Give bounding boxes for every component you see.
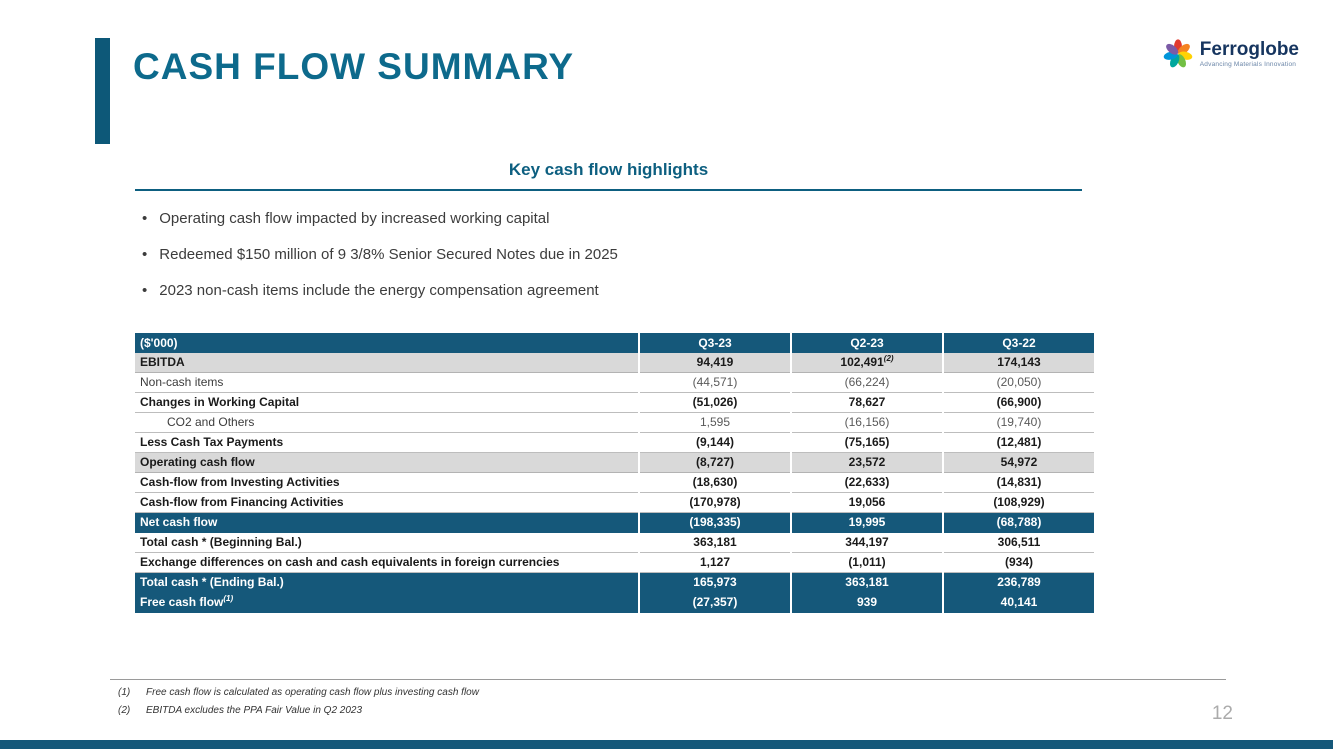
row-value: (27,357) <box>640 593 790 613</box>
row-label: Cash-flow from Investing Activities <box>135 473 638 493</box>
column-header: ($'000) <box>135 333 638 353</box>
row-value: 102,491(2) <box>792 353 942 373</box>
row-value: (12,481) <box>944 433 1094 453</box>
table-row: Cash-flow from Financing Activities (170,… <box>135 493 1094 513</box>
row-value: 363,181 <box>640 533 790 553</box>
row-value: (16,156) <box>792 413 942 433</box>
title-accent-bar <box>95 38 110 144</box>
bullet-item: Redeemed $150 million of 9 3/8% Senior S… <box>142 246 618 263</box>
row-label: Total cash * (Ending Bal.) <box>135 573 638 593</box>
row-value: (19,740) <box>944 413 1094 433</box>
row-label: Less Cash Tax Payments <box>135 433 638 453</box>
row-value: (68,788) <box>944 513 1094 533</box>
footnote-number: (1) <box>118 687 131 698</box>
table-header-row: ($'000) Q3-23 Q2-23 Q3-22 <box>135 333 1094 353</box>
row-value: (934) <box>944 553 1094 573</box>
row-value: 306,511 <box>944 533 1094 553</box>
footnote-divider <box>110 679 1226 680</box>
table-row: Cash-flow from Investing Activities (18,6… <box>135 473 1094 493</box>
row-value: (198,335) <box>640 513 790 533</box>
table-row: Total cash * (Beginning Bal.) 363,181 344,… <box>135 533 1094 553</box>
row-value: 78,627 <box>792 393 942 413</box>
row-value: 40,141 <box>944 593 1094 613</box>
column-header: Q3-23 <box>640 333 790 353</box>
row-value: 54,972 <box>944 453 1094 473</box>
table-row: Operating cash flow (8,727) 23,572 54,972 <box>135 453 1094 473</box>
row-value: (66,224) <box>792 373 942 393</box>
row-value: (20,050) <box>944 373 1094 393</box>
highlights-heading: Key cash flow highlights <box>135 160 1082 191</box>
row-label: Net cash flow <box>135 513 638 533</box>
row-value: 344,197 <box>792 533 942 553</box>
table-row: Net cash flow (198,335) 19,995 (68,788) <box>135 513 1094 533</box>
row-value: 19,995 <box>792 513 942 533</box>
column-header: Q2-23 <box>792 333 942 353</box>
row-value: (1,011) <box>792 553 942 573</box>
row-label: CO2 and Others <box>135 413 638 433</box>
footnote: (1) Free cash flow is calculated as opera… <box>118 687 479 698</box>
footnote-text: Free cash flow is calculated as operatin… <box>146 687 479 698</box>
row-label: Changes in Working Capital <box>135 393 638 413</box>
row-value: 94,419 <box>640 353 790 373</box>
row-value: (51,026) <box>640 393 790 413</box>
cashflow-table: ($'000) Q3-23 Q2-23 Q3-22 EBITDA 94,419 10… <box>135 333 1094 613</box>
column-header: Q3-22 <box>944 333 1094 353</box>
footnote: (2) EBITDA excludes the PPA Fair Value in… <box>118 705 479 716</box>
footnote-number: (2) <box>118 705 131 716</box>
row-value: (14,831) <box>944 473 1094 493</box>
row-value: 1,127 <box>640 553 790 573</box>
row-value: (108,929) <box>944 493 1094 513</box>
cashflow-table-body: EBITDA 94,419 102,491(2) 174,143 Non-cash it… <box>135 353 1094 613</box>
row-value: (170,978) <box>640 493 790 513</box>
row-value: (8,727) <box>640 453 790 473</box>
ferroglobe-logo: Ferroglobe Advancing Materials Innovatio… <box>1162 38 1299 75</box>
table-row: EBITDA 94,419 102,491(2) 174,143 <box>135 353 1094 373</box>
page-title: CASH FLOW SUMMARY <box>133 46 575 87</box>
row-value: 363,181 <box>792 573 942 593</box>
row-value: 236,789 <box>944 573 1094 593</box>
row-value: 1,595 <box>640 413 790 433</box>
row-label: Operating cash flow <box>135 453 638 473</box>
row-value: 165,973 <box>640 573 790 593</box>
row-label: Exchange differences on cash and cash eq… <box>135 553 638 573</box>
logo-tagline: Advancing Materials Innovation <box>1199 61 1297 68</box>
highlights-bullet-list: Operating cash flow impacted by increase… <box>142 210 618 318</box>
row-value: (44,571) <box>640 373 790 393</box>
table-row: Free cash flow(1) (27,357) 939 40,141 <box>135 593 1094 613</box>
table-row: CO2 and Others 1,595 (16,156) (19,740) <box>135 413 1094 433</box>
table-row: Changes in Working Capital (51,026) 78,627… <box>135 393 1094 413</box>
row-value: (9,144) <box>640 433 790 453</box>
table-row: Total cash * (Ending Bal.) 165,973 363,181… <box>135 573 1094 593</box>
row-value: (75,165) <box>792 433 942 453</box>
row-value: 19,056 <box>792 493 942 513</box>
table-row: Less Cash Tax Payments (9,144) (75,165) (12… <box>135 433 1094 453</box>
row-value: 939 <box>792 593 942 613</box>
logo-text-wrap: Ferroglobe Advancing Materials Innovatio… <box>1199 39 1299 69</box>
logo-name: Ferroglobe <box>1199 39 1299 60</box>
row-value: 174,143 <box>944 353 1094 373</box>
ferroglobe-pinwheel-icon <box>1162 38 1194 75</box>
row-value: 23,572 <box>792 453 942 473</box>
row-label: EBITDA <box>135 353 638 373</box>
footnote-text: EBITDA excludes the PPA Fair Value in Q2… <box>146 705 363 716</box>
bullet-item: 2023 non-cash items include the energy c… <box>142 282 618 299</box>
row-label: Cash-flow from Financing Activities <box>135 493 638 513</box>
footer-bar <box>0 740 1333 749</box>
row-value: (18,630) <box>640 473 790 493</box>
table-row: Non-cash items (44,571) (66,224) (20,050) <box>135 373 1094 393</box>
row-label: Non-cash items <box>135 373 638 393</box>
row-value: (22,633) <box>792 473 942 493</box>
footnotes: (1) Free cash flow is calculated as opera… <box>118 687 479 723</box>
page-number: 12 <box>1211 703 1233 724</box>
row-label: Free cash flow(1) <box>135 593 638 613</box>
row-label: Total cash * (Beginning Bal.) <box>135 533 638 553</box>
row-value: (66,900) <box>944 393 1094 413</box>
table-row: Exchange differences on cash and cash eq… <box>135 553 1094 573</box>
bullet-item: Operating cash flow impacted by increase… <box>142 210 618 227</box>
